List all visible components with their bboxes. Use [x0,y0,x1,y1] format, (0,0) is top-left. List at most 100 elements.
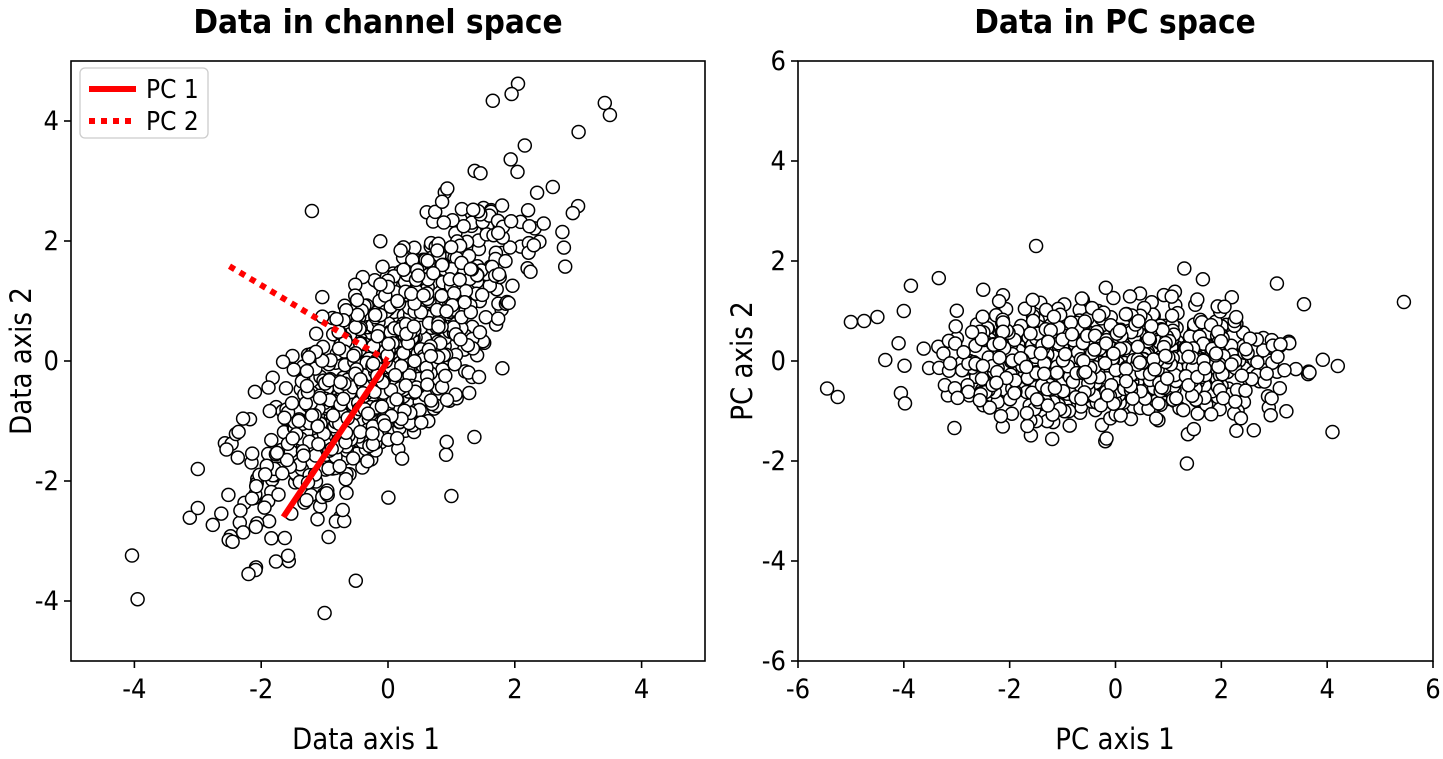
scatter-point [214,506,229,521]
pc1-line [280,359,391,519]
scatter-point [1181,377,1196,393]
scatter-point [1064,327,1080,342]
scatter-point [299,492,314,508]
pc-space-panel: Data in PC space -6 -4 -2 0 2 4 6 -6 -4 -2 0 2 4 6 P… [725,2,1441,756]
scatter-point [370,328,385,344]
x-tick-label: 4 [1319,674,1334,705]
scatter-point [348,319,363,335]
scatter-point [1250,355,1265,370]
scatter-point [269,445,285,461]
scatter-point [1273,337,1288,352]
scatter-point [1224,357,1239,372]
scatter-point [1168,391,1184,406]
scatter-point [439,392,455,408]
scatter-point [1263,407,1278,423]
scatter-point [452,272,467,288]
scatter-point [436,215,452,230]
scatter-point [891,335,906,351]
scatter-point [339,485,354,501]
y-tick-label: -6 [762,646,786,677]
y-tick-label: 4 [44,106,59,137]
scatter-point [264,531,279,546]
scatter-point [1302,365,1317,380]
scatter-point [1019,359,1034,375]
scatter-point [975,358,991,374]
scatter-point [1190,292,1205,307]
scatter-point [1270,349,1285,364]
scatter-point [335,502,350,518]
scatter-point [942,356,958,371]
y-tick-label: -4 [35,586,59,617]
scatter-point [182,510,198,525]
scatter-point [271,487,286,502]
scatter-point [367,307,383,323]
scatter-point [381,336,396,352]
scatter-point [1033,346,1049,361]
scatter-point [321,529,336,545]
scatter-point [1144,318,1159,334]
scatter-point [949,303,965,318]
scatter-point [447,356,462,372]
scatter-point [261,380,276,395]
scatter-point [950,390,965,406]
scatter-point [393,243,408,258]
scatter-point [1269,276,1285,291]
scatter-point [571,124,586,140]
scatter-point [407,353,422,369]
scatter-point [1325,424,1340,440]
scatter-point [353,372,368,387]
x-tick-label: -2 [998,674,1022,705]
scatter-point [975,282,991,297]
scatter-point [365,426,380,441]
scatter-point [446,285,462,301]
scatter-point [490,225,506,241]
scatter-point [1131,313,1146,329]
scatter-point [1181,349,1196,365]
scatter-point [1246,423,1262,438]
scatter-point [474,287,490,303]
scatter-point [1130,339,1146,355]
scatter-point [325,408,341,423]
scatter-point [332,458,347,474]
scatter-point [331,341,347,356]
scatter-point [948,319,963,334]
scatter-point [1159,371,1175,386]
scatter-point [346,348,361,363]
scatter-point [1217,299,1232,315]
scatter-point [510,76,526,92]
scatter-point [233,503,248,518]
scatter-point [510,164,525,180]
scatter-point [956,344,971,360]
scatter-point [1029,392,1045,407]
scatter-point [931,270,947,286]
x-tick-label: 0 [1108,674,1123,705]
scatter-point [964,324,980,340]
scatter-point [311,436,326,452]
scatter-point [1087,342,1102,357]
scatter-point [333,374,348,390]
scatter-point [1259,366,1274,381]
scatter-point [1234,368,1250,383]
scatter-point [1396,294,1412,310]
scatter-point [396,262,411,277]
scatter-point [304,203,320,219]
scatter-point [375,259,390,275]
scatter-point [1074,391,1089,407]
x-tick-label: 6 [1425,674,1440,705]
scatter-point [404,286,419,302]
scatter-point [1099,431,1114,446]
scatter-point [1132,355,1148,370]
scatter-point [360,406,376,421]
legend-label-pc1: PC 1 [146,75,199,105]
scatter-point [505,278,520,294]
scatter-point [360,453,375,469]
scatter-point [520,202,536,218]
scatter-point [1215,391,1231,406]
x-tick-label: -6 [786,674,810,705]
scatter-point [275,466,290,481]
scatter-point [1078,364,1093,380]
scatter-point [398,378,414,393]
scatter-point [1279,404,1294,419]
scatter-point [1177,261,1192,276]
scatter-point [301,350,317,365]
